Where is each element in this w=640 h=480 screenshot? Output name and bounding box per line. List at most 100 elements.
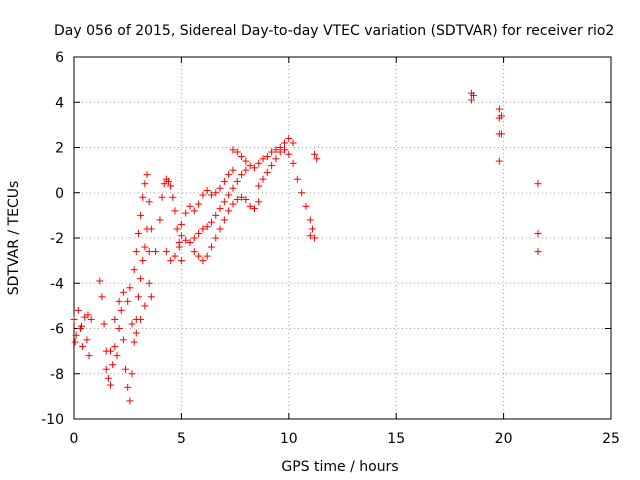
data-point bbox=[233, 177, 241, 185]
data-point bbox=[268, 162, 276, 170]
data-point bbox=[285, 150, 293, 158]
data-point bbox=[246, 202, 254, 210]
data-point bbox=[107, 347, 115, 355]
data-point bbox=[177, 257, 185, 265]
y-tick-label: -2 bbox=[50, 231, 64, 247]
data-point bbox=[177, 220, 185, 228]
data-point bbox=[255, 198, 263, 206]
data-point bbox=[190, 234, 198, 242]
y-tick-label: 4 bbox=[55, 95, 64, 111]
x-tick-label: 0 bbox=[70, 431, 79, 447]
data-point bbox=[233, 196, 241, 204]
data-point bbox=[190, 207, 198, 215]
data-point bbox=[311, 150, 319, 158]
data-point bbox=[212, 234, 220, 242]
data-point bbox=[497, 130, 505, 138]
data-point bbox=[293, 175, 301, 183]
data-point bbox=[225, 191, 233, 199]
data-point bbox=[169, 193, 177, 201]
data-point bbox=[229, 146, 237, 154]
data-point bbox=[263, 168, 271, 176]
data-point bbox=[130, 266, 138, 274]
data-point bbox=[238, 153, 246, 161]
tick-layer: 0 5 10 15 20 25 -10 -8 -6 -4 -2 0 2 4 6 bbox=[41, 50, 620, 447]
data-point bbox=[175, 239, 183, 247]
data-points bbox=[70, 89, 542, 405]
data-point bbox=[134, 293, 142, 301]
data-point bbox=[199, 257, 207, 265]
data-point bbox=[147, 293, 155, 301]
data-point bbox=[98, 293, 106, 301]
data-point bbox=[203, 186, 211, 194]
y-tick-label: 2 bbox=[55, 141, 64, 157]
data-point bbox=[276, 148, 284, 156]
data-point bbox=[182, 209, 190, 217]
data-point bbox=[141, 302, 149, 310]
data-point bbox=[152, 248, 160, 256]
data-point bbox=[195, 200, 203, 208]
data-point bbox=[182, 236, 190, 244]
data-point bbox=[242, 196, 250, 204]
x-axis-label: GPS time / hours bbox=[281, 459, 398, 475]
data-point bbox=[229, 184, 237, 192]
data-point bbox=[100, 320, 108, 328]
data-point bbox=[171, 207, 179, 215]
data-point bbox=[272, 146, 280, 154]
x-tick-label: 25 bbox=[602, 431, 620, 447]
data-point bbox=[124, 383, 132, 391]
chart-title: Day 056 of 2015, Sidereal Day-to-day VTE… bbox=[54, 23, 614, 39]
data-point bbox=[313, 155, 321, 163]
data-point bbox=[250, 205, 258, 213]
y-tick-label: 0 bbox=[55, 186, 64, 202]
data-point bbox=[156, 216, 164, 224]
data-point bbox=[128, 370, 136, 378]
data-point bbox=[126, 397, 134, 405]
data-point bbox=[78, 322, 86, 330]
data-point bbox=[141, 180, 149, 188]
data-point bbox=[207, 243, 215, 251]
y-tick-label: -10 bbox=[41, 412, 64, 428]
data-point bbox=[216, 205, 224, 213]
data-point bbox=[306, 232, 314, 240]
y-tick-label: 6 bbox=[55, 50, 64, 66]
data-point bbox=[160, 180, 168, 188]
y-tick-label: -8 bbox=[50, 367, 64, 383]
data-point bbox=[139, 257, 147, 265]
data-point bbox=[147, 225, 155, 233]
data-point bbox=[137, 315, 145, 323]
x-tick-label: 20 bbox=[495, 431, 513, 447]
y-tick-label: -6 bbox=[50, 322, 64, 338]
data-point bbox=[130, 338, 138, 346]
data-point bbox=[145, 248, 153, 256]
data-point bbox=[122, 365, 130, 373]
data-point bbox=[158, 193, 166, 201]
data-point bbox=[132, 329, 140, 337]
data-point bbox=[199, 225, 207, 233]
data-point bbox=[289, 139, 297, 147]
data-point bbox=[272, 155, 280, 163]
x-tick-label: 10 bbox=[280, 431, 298, 447]
data-point bbox=[212, 211, 220, 219]
data-point bbox=[71, 338, 79, 346]
data-point bbox=[109, 361, 117, 369]
data-point bbox=[238, 193, 246, 201]
data-point bbox=[311, 234, 319, 242]
data-point bbox=[87, 315, 95, 323]
data-point bbox=[102, 365, 110, 373]
data-point bbox=[203, 223, 211, 231]
data-point bbox=[298, 189, 306, 197]
data-point bbox=[115, 297, 123, 305]
data-point bbox=[259, 175, 267, 183]
data-point bbox=[190, 248, 198, 256]
data-point bbox=[96, 277, 104, 285]
data-point bbox=[186, 239, 194, 247]
data-point bbox=[255, 182, 263, 190]
data-point bbox=[195, 229, 203, 237]
data-point bbox=[143, 171, 151, 179]
data-point bbox=[141, 243, 149, 251]
data-point bbox=[74, 306, 82, 314]
data-point bbox=[186, 202, 194, 210]
data-point bbox=[162, 248, 170, 256]
data-point bbox=[534, 180, 542, 188]
